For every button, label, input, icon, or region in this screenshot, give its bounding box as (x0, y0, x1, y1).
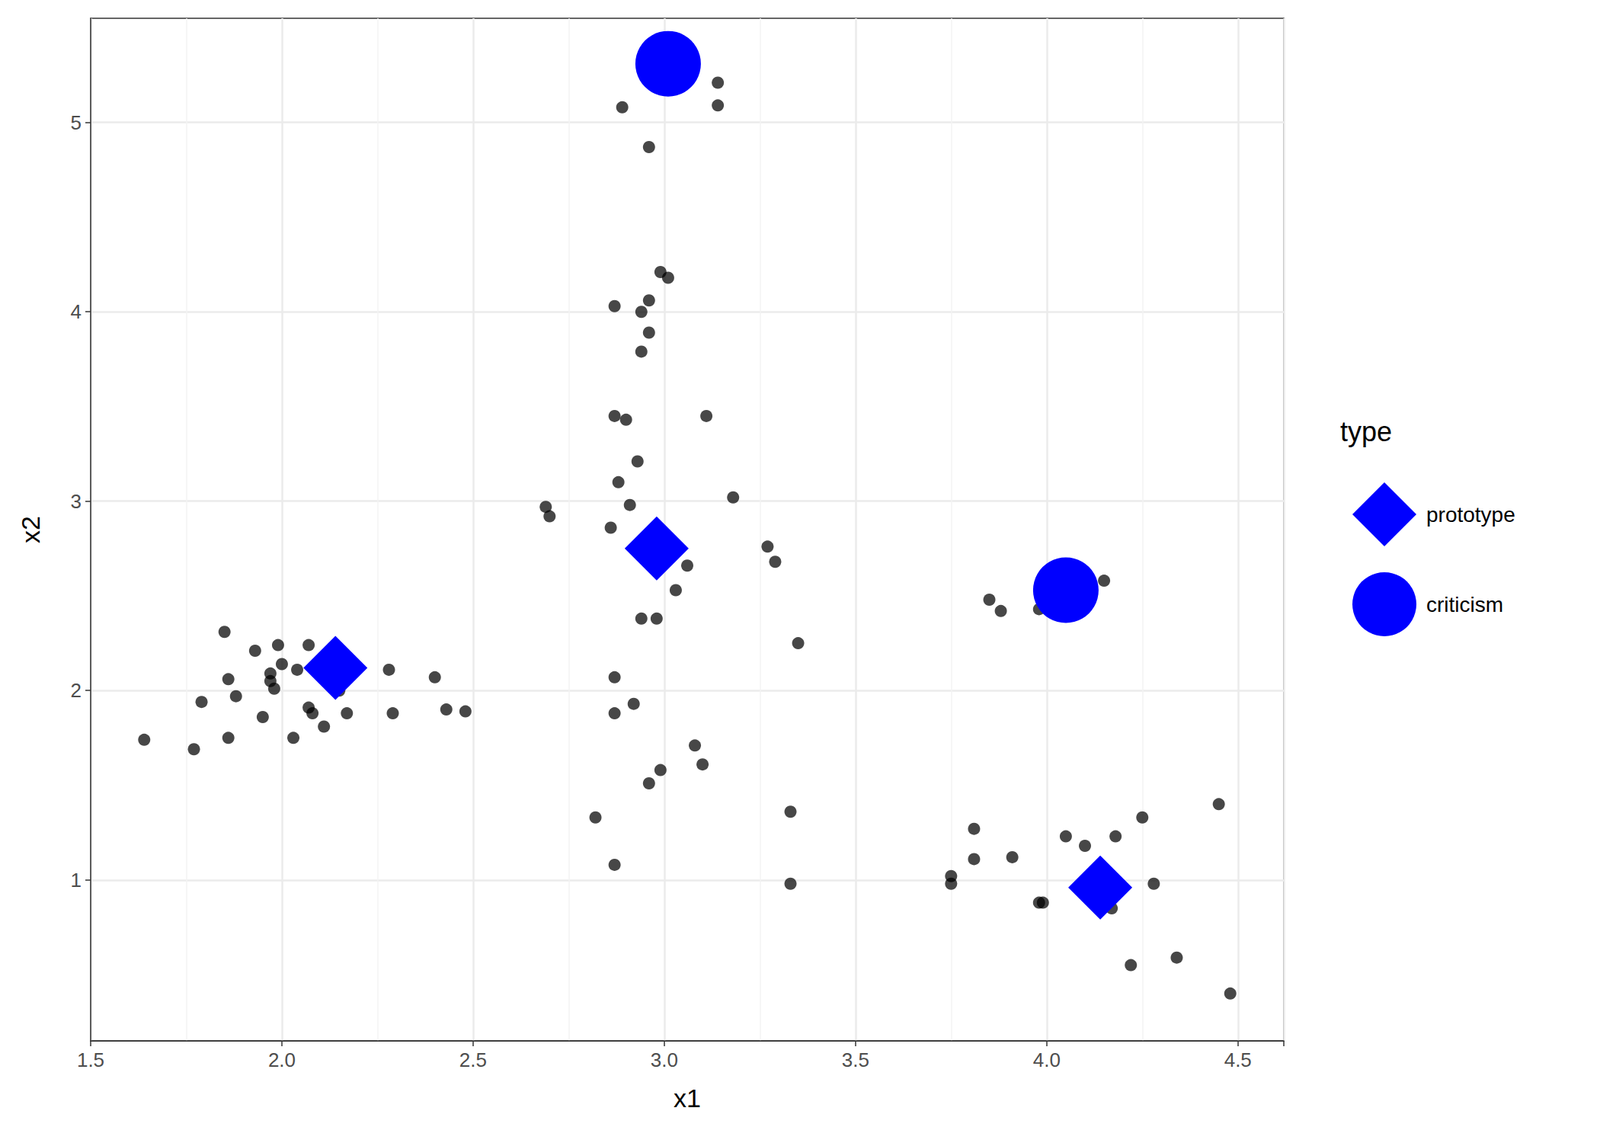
svg-text:1: 1 (70, 868, 82, 892)
svg-text:2.0: 2.0 (268, 1048, 296, 1072)
svg-text:x1: x1 (673, 1083, 701, 1113)
svg-text:3.0: 3.0 (650, 1048, 679, 1072)
svg-text:4: 4 (70, 300, 82, 324)
svg-text:type: type (1340, 416, 1392, 448)
svg-text:3: 3 (70, 489, 82, 513)
svg-text:2: 2 (70, 678, 82, 702)
svg-text:prototype: prototype (1426, 502, 1516, 527)
svg-text:4.0: 4.0 (1033, 1048, 1061, 1072)
svg-text:x2: x2 (16, 515, 45, 544)
svg-text:criticism: criticism (1426, 592, 1504, 617)
svg-text:2.5: 2.5 (459, 1048, 487, 1072)
svg-text:5: 5 (70, 111, 82, 135)
svg-text:3.5: 3.5 (841, 1048, 870, 1072)
svg-text:4.5: 4.5 (1224, 1048, 1252, 1072)
svg-text:1.5: 1.5 (76, 1048, 105, 1072)
